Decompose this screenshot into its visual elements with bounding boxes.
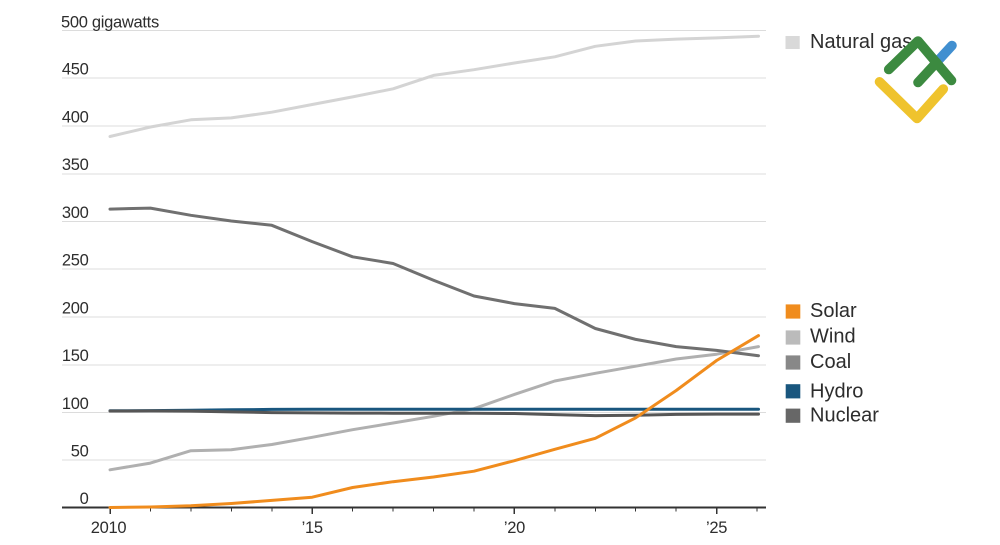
svg-text:’20: ’20 [504, 519, 525, 537]
svg-text:’25: ’25 [706, 519, 727, 537]
svg-text:Solar: Solar [810, 300, 857, 322]
svg-text:500 gigawatts: 500 gigawatts [61, 14, 159, 32]
svg-text:100: 100 [62, 395, 89, 413]
svg-text:Wind: Wind [810, 325, 856, 347]
svg-text:0: 0 [80, 490, 89, 508]
svg-text:Natural gas: Natural gas [810, 31, 912, 53]
svg-text:200: 200 [62, 299, 89, 317]
svg-text:400: 400 [62, 108, 89, 126]
svg-text:Hydro: Hydro [810, 380, 863, 402]
svg-text:250: 250 [62, 252, 89, 270]
svg-text:Nuclear: Nuclear [810, 405, 879, 427]
svg-text:Coal: Coal [810, 351, 851, 373]
svg-text:450: 450 [62, 61, 89, 79]
svg-text:350: 350 [62, 156, 89, 174]
svg-text:2010: 2010 [91, 519, 127, 537]
svg-text:50: 50 [71, 443, 89, 461]
svg-text:300: 300 [62, 204, 89, 222]
svg-text:’15: ’15 [302, 519, 323, 537]
svg-text:150: 150 [62, 347, 89, 365]
